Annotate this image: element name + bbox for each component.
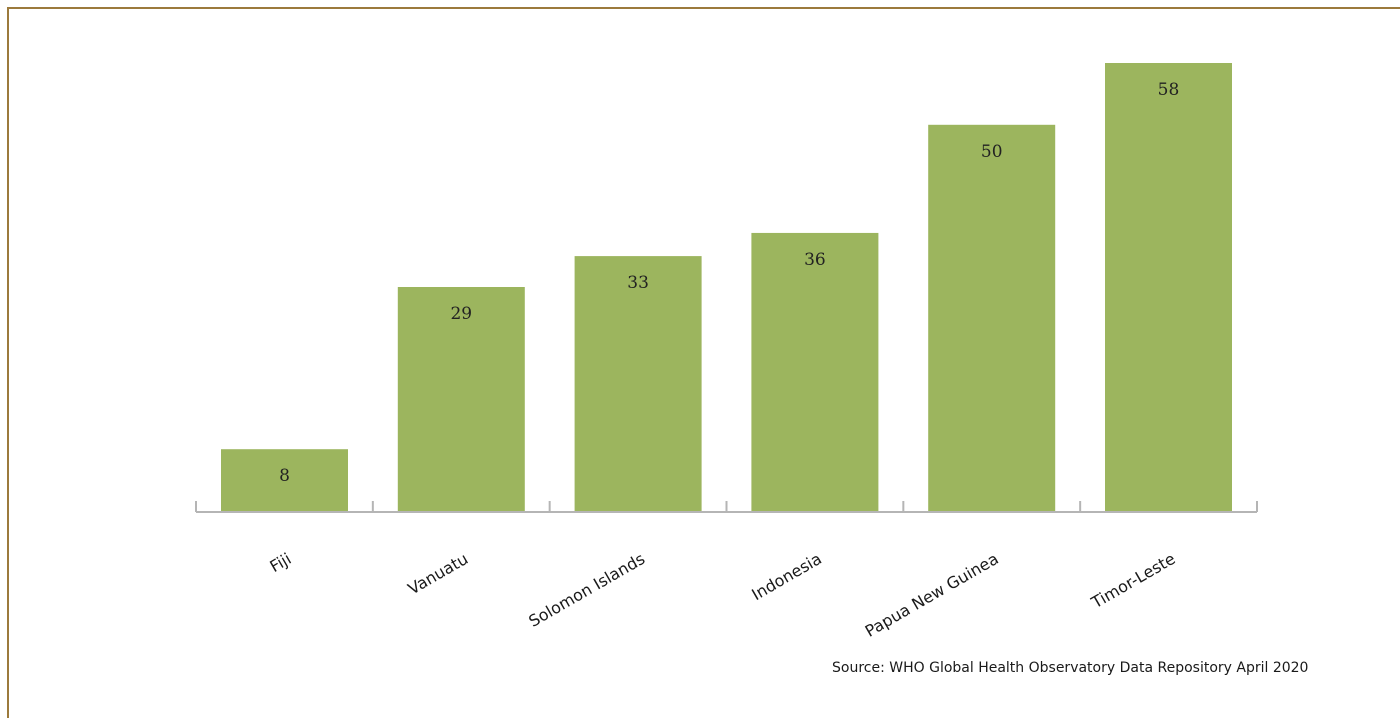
x-axis bbox=[195, 501, 1258, 513]
category-label: Indonesia bbox=[748, 549, 825, 604]
data-label: 33 bbox=[627, 273, 649, 293]
data-label: 8 bbox=[279, 466, 290, 486]
bar-solomon-islands bbox=[574, 256, 702, 511]
source-note: Source: WHO Global Health Observatory Da… bbox=[832, 660, 1309, 676]
data-label: 50 bbox=[981, 142, 1003, 162]
category-label: Timor-Leste bbox=[1087, 549, 1178, 613]
data-label: 58 bbox=[1158, 80, 1180, 100]
bar-papua-new-guinea bbox=[928, 124, 1056, 512]
chart-frame bbox=[7, 7, 1400, 718]
bar-indonesia bbox=[751, 232, 879, 511]
data-label: 29 bbox=[450, 304, 472, 324]
bars-group: 8 29 33 36 50 58 bbox=[221, 63, 1232, 512]
category-label: Papua New Guinea bbox=[862, 549, 1002, 641]
bar-timor-leste bbox=[1105, 63, 1232, 511]
category-labels: Fiji Vanuatu Solomon Islands Indonesia Papua… bbox=[266, 549, 1178, 641]
bar-vanuatu bbox=[397, 287, 525, 511]
data-label: 36 bbox=[804, 250, 826, 270]
category-label: Vanuatu bbox=[405, 549, 472, 598]
bar-fiji bbox=[221, 449, 348, 511]
category-label: Fiji bbox=[266, 549, 294, 576]
category-label: Solomon Islands bbox=[525, 549, 648, 631]
